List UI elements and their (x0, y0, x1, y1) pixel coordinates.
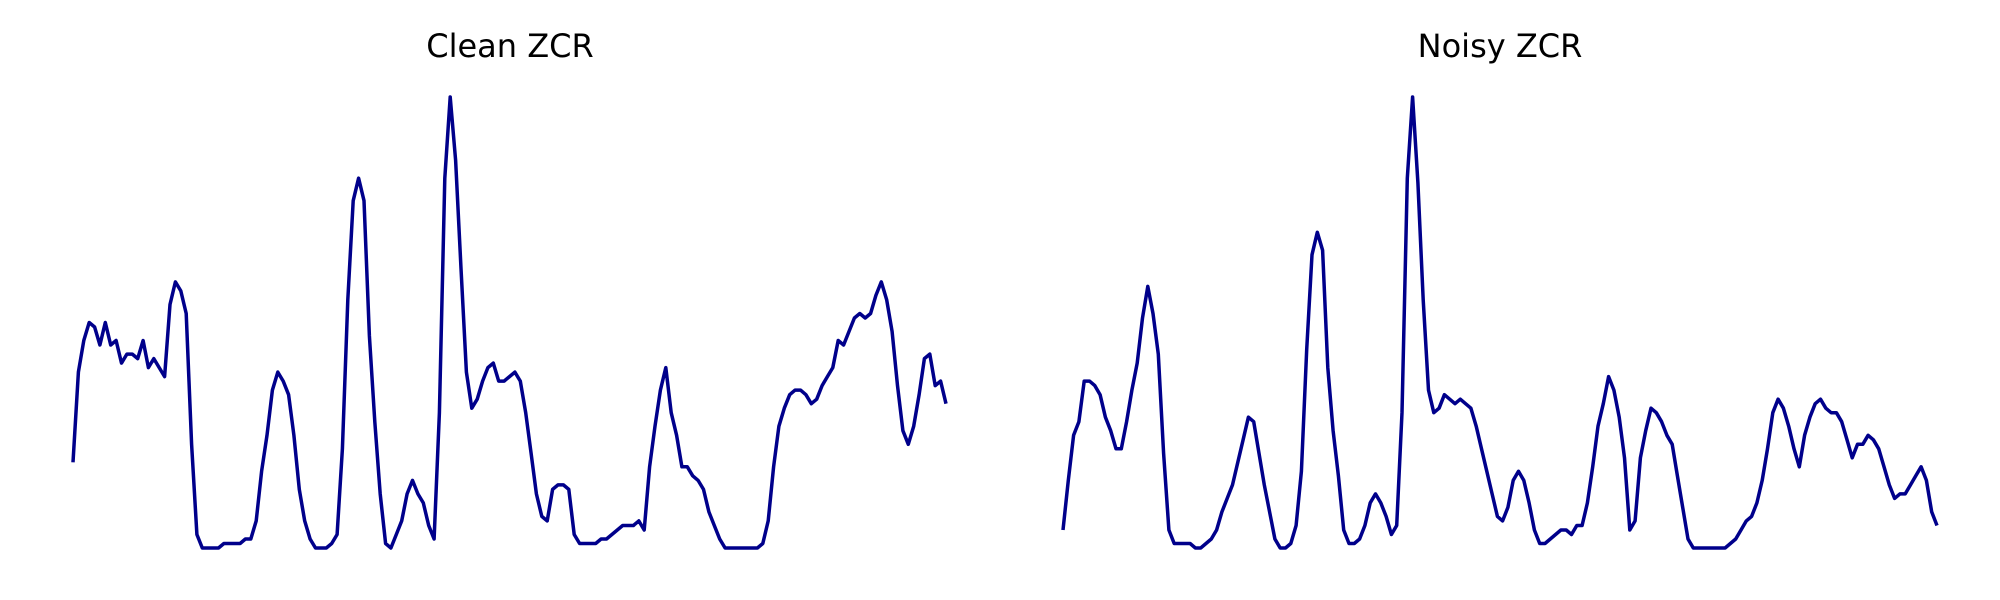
noisy-zcr-series-line (1061, 95, 1939, 550)
noisy-zcr-panel: Noisy ZCR (1061, 27, 1939, 550)
clean-zcr-panel: Clean ZCR (71, 27, 948, 550)
noisy-zcr-title: Noisy ZCR (1418, 27, 1583, 65)
clean-zcr-title: Clean ZCR (426, 27, 593, 65)
clean-zcr-series-line (71, 95, 948, 550)
